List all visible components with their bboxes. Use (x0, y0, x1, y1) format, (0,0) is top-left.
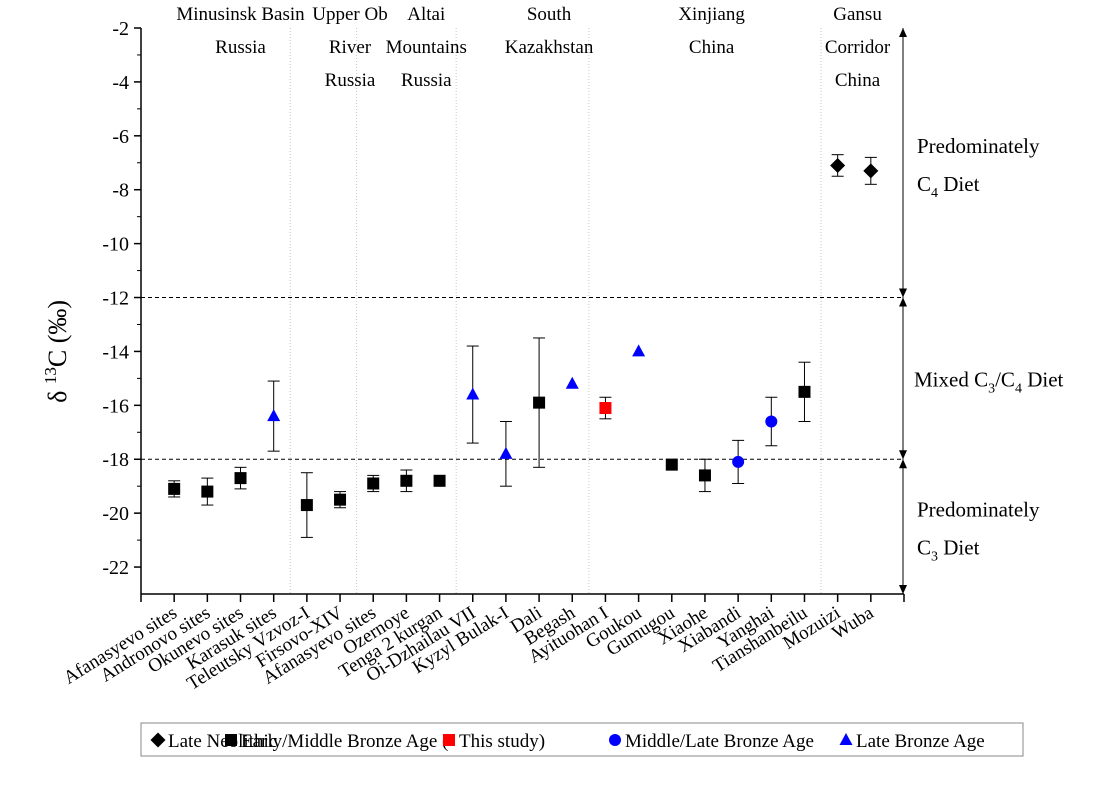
region-label-line: Kazakhstan (505, 37, 594, 58)
data-point (300, 499, 313, 512)
y-tick-label: -22 (102, 557, 129, 579)
legend-box (140, 722, 1024, 757)
y-tick-label: -14 (102, 341, 129, 363)
region-label-line: Mountains (386, 37, 467, 58)
legend-label: This study) (459, 731, 545, 752)
legend-marker (609, 734, 621, 746)
axes: -2 -4 -6 -8 -10 -12 -14 -16 -18 -20 -22 δ 13C (‰) (41, 18, 905, 602)
legend-marker (150, 732, 166, 748)
region-label-line: Corridor (825, 37, 891, 58)
y-tick-label: -12 (102, 288, 129, 310)
data-point (499, 446, 513, 459)
y-tick-label: -2 (112, 18, 129, 40)
legend-marker (839, 733, 853, 745)
data-point (334, 493, 347, 506)
data-point (632, 344, 646, 357)
data-point (267, 409, 281, 422)
diet-zone-label: Predominately (917, 498, 1040, 522)
diet-zone-label: C4 Diet (917, 172, 980, 201)
legend-label: Middle/Late Bronze Age (625, 731, 814, 752)
data-point (698, 469, 711, 482)
y-tick-label: -6 (112, 126, 129, 148)
region-label-line: Minusinsk Basin (176, 4, 305, 25)
region-label-line: Russia (401, 70, 452, 91)
diet-zone-label: Predominately (917, 134, 1040, 158)
data-point (400, 474, 413, 487)
data-point (466, 387, 480, 400)
data-point (433, 474, 446, 487)
data-point (234, 472, 247, 485)
region-label-line: Russia (215, 37, 266, 58)
legend-label: Late Bronze Age (856, 731, 985, 752)
region-label-line: Altai (407, 4, 445, 25)
region-label-line: River (329, 37, 372, 58)
data-point (565, 376, 579, 389)
region-label-line: Gansu (833, 4, 882, 25)
region-label-line: China (835, 70, 881, 91)
zone-arrowhead (899, 297, 907, 307)
data-point (830, 157, 846, 173)
data-point (732, 455, 745, 468)
region-label-line: China (689, 37, 735, 58)
region-label-line: Russia (325, 70, 376, 91)
diet-zone-label: Mixed C3/C4 Diet (914, 367, 1064, 396)
data-point (599, 402, 612, 415)
y-tick-label: -8 (112, 180, 129, 202)
diet-zone-label: C3 Diet (917, 536, 980, 565)
y-axis-label: δ 13C (‰) (41, 300, 72, 403)
zone-arrowhead (899, 288, 907, 298)
data-point (665, 458, 678, 471)
zone-arrowhead (899, 585, 907, 594)
data-marks (168, 154, 879, 538)
data-point (367, 477, 380, 490)
y-tick-label: -20 (102, 503, 129, 525)
region-annotations: Minusinsk Basin Russia Upper Ob River Russia… (176, 4, 891, 594)
data-point (201, 485, 214, 498)
region-label-line: Upper Ob (312, 4, 387, 25)
zone-arrowhead (899, 28, 907, 37)
region-label-line: Xinjiang (678, 4, 745, 25)
legend-marker (443, 734, 455, 746)
zone-arrowhead (899, 459, 907, 469)
data-point (533, 396, 546, 409)
legend-label: Late Neolithic (168, 731, 277, 752)
zone-arrowhead (899, 450, 907, 460)
data-point (863, 163, 879, 179)
y-tick-label: -10 (102, 234, 129, 256)
legend-marker (225, 734, 237, 746)
y-tick-label: -4 (112, 72, 129, 94)
data-point (798, 385, 811, 398)
legend-label: Early/Middle Bronze Age ( (241, 731, 448, 752)
data-point (168, 482, 181, 495)
diet-zone-annotations: Predominately C4 Diet Mixed C3/C4 Diet Pred… (899, 28, 1064, 594)
region-label-line: South (527, 4, 572, 25)
data-point (765, 415, 778, 428)
y-tick-label: -16 (102, 395, 129, 417)
y-tick-label: -18 (102, 449, 129, 471)
